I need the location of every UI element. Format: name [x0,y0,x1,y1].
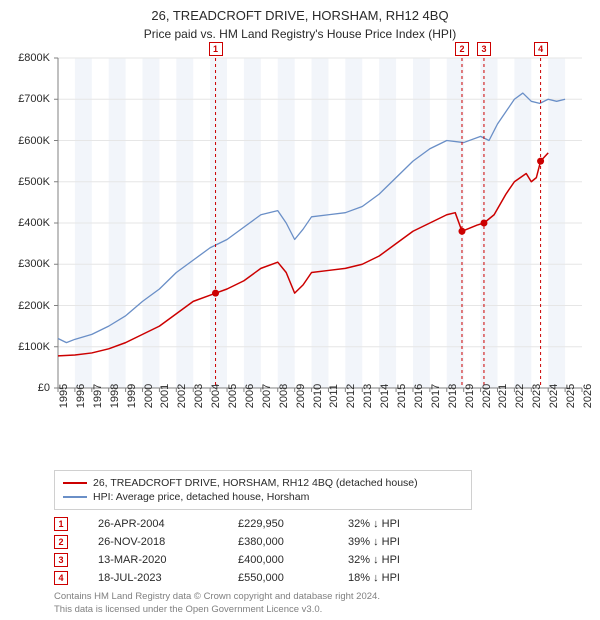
x-tick-label: 2018 [447,384,459,408]
x-tick-label: 1995 [58,384,70,408]
legend-label: HPI: Average price, detached house, Hors… [93,491,309,503]
legend-item-hpi: HPI: Average price, detached house, Hors… [63,490,463,504]
sale-price: £550,000 [238,572,318,584]
sale-price: £400,000 [238,554,318,566]
sale-diff: 39% ↓ HPI [348,536,438,548]
sale-date: 13-MAR-2020 [98,554,208,566]
y-tick-label: £300K [0,258,50,270]
y-tick-label: £800K [0,52,50,64]
sale-marker-icon: 3 [54,553,68,567]
x-tick-label: 2014 [379,384,391,408]
x-tick-label: 2023 [531,384,543,408]
chart-sale-marker-icon: 2 [455,42,469,56]
x-tick-label: 2010 [312,384,324,408]
y-tick-label: £100K [0,341,50,353]
chart-sale-marker-icon: 3 [477,42,491,56]
y-tick-label: £700K [0,93,50,105]
sale-date: 18-JUL-2023 [98,572,208,584]
sale-diff: 32% ↓ HPI [348,518,438,530]
y-tick-label: £500K [0,176,50,188]
x-tick-label: 2015 [396,384,408,408]
x-tick-label: 2006 [244,384,256,408]
x-tick-label: 2025 [565,384,577,408]
sale-price: £229,950 [238,518,318,530]
sale-row: 3 13-MAR-2020 £400,000 32% ↓ HPI [54,551,438,569]
x-tick-label: 2008 [278,384,290,408]
x-tick-label: 1998 [109,384,121,408]
sale-diff: 32% ↓ HPI [348,554,438,566]
footer-line: This data is licensed under the Open Gov… [54,604,380,616]
sale-diff: 18% ↓ HPI [348,572,438,584]
x-tick-label: 2021 [497,384,509,408]
sale-date: 26-NOV-2018 [98,536,208,548]
legend-swatch [63,482,87,484]
y-tick-label: £200K [0,300,50,312]
chart-subtitle: Price paid vs. HM Land Registry's House … [0,23,600,41]
sale-row: 1 26-APR-2004 £229,950 32% ↓ HPI [54,515,438,533]
x-tick-label: 1996 [75,384,87,408]
sale-marker-icon: 4 [54,571,68,585]
x-tick-label: 2026 [582,384,594,408]
chart-area: £0 £100K £200K £300K £400K £500K £600K £700K £80… [0,50,600,420]
legend-item-price-paid: 26, TREADCROFT DRIVE, HORSHAM, RH12 4BQ … [63,476,463,490]
x-tick-label: 2020 [481,384,493,408]
chart-sale-marker-icon: 1 [209,42,223,56]
sale-marker-icon: 2 [54,535,68,549]
x-tick-label: 2005 [227,384,239,408]
x-tick-label: 2013 [362,384,374,408]
x-tick-label: 2024 [548,384,560,408]
x-tick-label: 2000 [143,384,155,408]
x-tick-label: 2007 [261,384,273,408]
chart-title: 26, TREADCROFT DRIVE, HORSHAM, RH12 4BQ [0,0,600,23]
x-tick-label: 2017 [430,384,442,408]
sale-marker-icon: 1 [54,517,68,531]
sale-row: 2 26-NOV-2018 £380,000 39% ↓ HPI [54,533,438,551]
x-tick-label: 2012 [345,384,357,408]
x-tick-label: 2011 [328,384,340,408]
y-tick-label: £0 [0,382,50,394]
x-tick-label: 2019 [464,384,476,408]
sale-price: £380,000 [238,536,318,548]
sale-row: 4 18-JUL-2023 £550,000 18% ↓ HPI [54,569,438,587]
y-tick-label: £400K [0,217,50,229]
legend-box: 26, TREADCROFT DRIVE, HORSHAM, RH12 4BQ … [54,470,472,510]
footer-line: Contains HM Land Registry data © Crown c… [54,591,380,603]
x-tick-label: 1997 [92,384,104,408]
x-tick-label: 2003 [193,384,205,408]
legend-label: 26, TREADCROFT DRIVE, HORSHAM, RH12 4BQ … [93,477,418,489]
x-tick-label: 2022 [514,384,526,408]
chart-sale-marker-icon: 4 [534,42,548,56]
footer-text: Contains HM Land Registry data © Crown c… [54,591,380,616]
x-tick-label: 2009 [295,384,307,408]
sales-table: 1 26-APR-2004 £229,950 32% ↓ HPI 2 26-NO… [54,515,438,587]
legend-swatch [63,496,87,498]
x-tick-label: 1999 [126,384,138,408]
x-tick-label: 2004 [210,384,222,408]
sale-date: 26-APR-2004 [98,518,208,530]
y-tick-label: £600K [0,135,50,147]
x-tick-label: 2002 [176,384,188,408]
x-tick-label: 2001 [159,384,171,408]
x-tick-label: 2016 [413,384,425,408]
chart-svg [0,50,600,420]
